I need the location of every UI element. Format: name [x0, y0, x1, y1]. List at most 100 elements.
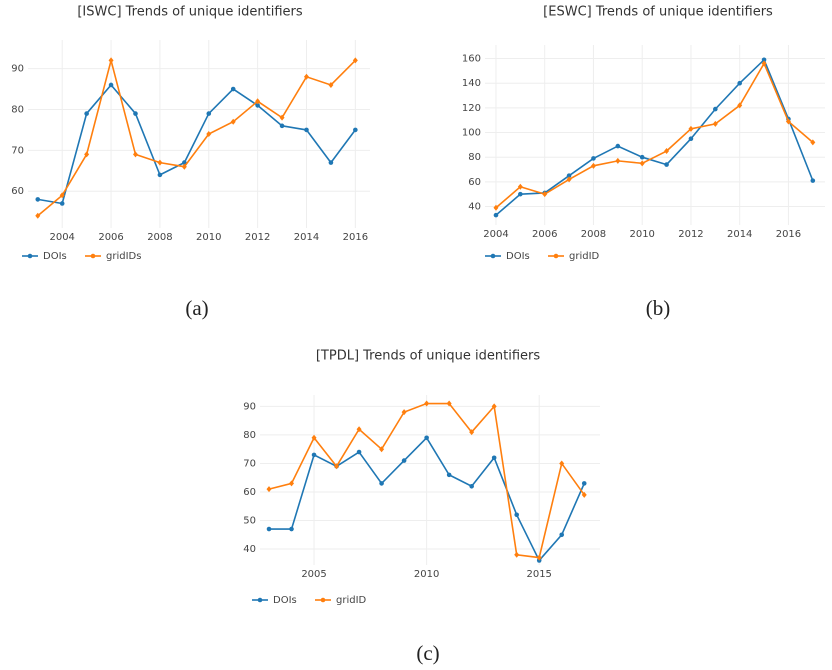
- x-tick-label: 2006: [98, 232, 123, 243]
- data-point: [810, 178, 816, 183]
- data-point: [59, 201, 65, 206]
- data-point: [493, 204, 499, 211]
- data-point: [379, 481, 384, 486]
- data-point: [108, 57, 114, 64]
- x-tick-label: 2012: [678, 229, 703, 240]
- data-point: [35, 197, 41, 202]
- legend-label: gridIDs: [106, 251, 141, 262]
- data-point: [401, 458, 407, 463]
- x-tick-label: 2004: [483, 229, 508, 240]
- data-point: [289, 480, 295, 487]
- data-point: [493, 212, 499, 218]
- data-point: [157, 159, 163, 166]
- y-tick-label: 60: [243, 487, 256, 498]
- y-tick-label: 80: [468, 152, 481, 163]
- y-tick-label: 100: [462, 128, 481, 139]
- data-point: [590, 162, 596, 169]
- y-tick-label: 60: [468, 177, 481, 188]
- data-point: [424, 435, 429, 441]
- data-point: [713, 106, 718, 112]
- data-point: [255, 103, 260, 108]
- legend-label: gridID: [569, 251, 600, 262]
- data-point: [639, 154, 645, 160]
- data-point: [446, 472, 452, 478]
- data-point: [289, 526, 294, 532]
- data-point: [615, 157, 621, 164]
- data-point: [84, 151, 90, 158]
- chart-title: [ISWC] Trends of unique identifiers: [77, 5, 302, 20]
- data-point: [230, 118, 236, 125]
- legend-swatch: [490, 253, 496, 259]
- data-point: [401, 409, 407, 416]
- x-tick-label: 2010: [629, 229, 654, 240]
- y-tick-label: 40: [243, 544, 256, 555]
- data-point: [230, 86, 236, 92]
- data-point: [181, 163, 187, 170]
- legend-swatch: [553, 253, 559, 259]
- x-tick-label: 2008: [147, 232, 172, 243]
- data-point: [311, 434, 317, 441]
- data-point: [304, 127, 309, 133]
- legend-swatch: [27, 253, 33, 259]
- x-tick-label: 2005: [301, 569, 326, 580]
- data-point: [581, 481, 587, 486]
- data-point: [132, 151, 138, 158]
- data-point: [379, 446, 385, 453]
- data-point: [266, 526, 272, 532]
- caption: (a): [185, 296, 208, 320]
- data-point: [785, 118, 791, 125]
- data-point: [266, 486, 272, 493]
- data-point: [108, 82, 114, 88]
- y-tick-label: 70: [11, 145, 24, 156]
- data-point: [712, 120, 718, 127]
- data-point: [688, 136, 694, 141]
- legend-label: gridID: [336, 595, 367, 606]
- x-tick-label: 2016: [776, 229, 801, 240]
- data-point: [514, 512, 519, 518]
- legend-label: DOIs: [273, 595, 297, 606]
- x-tick-label: 2008: [581, 229, 606, 240]
- data-point: [737, 80, 742, 86]
- chart-title: [TPDL] Trends of unique identifiers: [316, 349, 541, 364]
- data-point: [352, 57, 358, 64]
- x-tick-label: 2012: [245, 232, 270, 243]
- y-tick-label: 80: [11, 104, 24, 115]
- legend-label: DOIs: [43, 251, 67, 262]
- chart-title: [ESWC] Trends of unique identifiers: [543, 5, 773, 20]
- series-line: [495, 61, 814, 209]
- legend-swatch: [257, 597, 263, 603]
- y-tick-label: 90: [11, 64, 24, 75]
- data-point: [356, 426, 362, 433]
- y-tick-label: 160: [462, 54, 481, 65]
- data-point: [615, 143, 621, 149]
- data-point: [328, 160, 334, 165]
- x-tick-label: 2015: [526, 569, 551, 580]
- data-point: [206, 131, 212, 137]
- x-tick-label: 2010: [196, 232, 221, 243]
- data-point: [536, 554, 542, 561]
- data-point: [639, 160, 645, 167]
- data-point: [206, 111, 212, 116]
- legend-label: DOIs: [506, 251, 530, 262]
- y-tick-label: 50: [243, 516, 256, 527]
- data-point: [491, 403, 497, 410]
- data-point: [810, 139, 816, 146]
- data-point: [328, 81, 334, 88]
- data-point: [469, 429, 475, 436]
- data-point: [182, 160, 187, 165]
- data-point: [279, 114, 285, 121]
- data-point: [491, 455, 497, 461]
- x-tick-label: 2014: [294, 232, 319, 243]
- x-tick-label: 2014: [727, 229, 752, 240]
- data-point: [279, 123, 285, 129]
- series-line: [37, 83, 356, 205]
- data-point: [353, 127, 358, 133]
- data-point: [566, 176, 572, 183]
- data-point: [761, 60, 767, 67]
- data-point: [424, 400, 430, 407]
- data-point: [664, 162, 669, 167]
- data-point: [334, 463, 340, 470]
- data-point: [737, 102, 743, 109]
- data-point: [157, 172, 163, 178]
